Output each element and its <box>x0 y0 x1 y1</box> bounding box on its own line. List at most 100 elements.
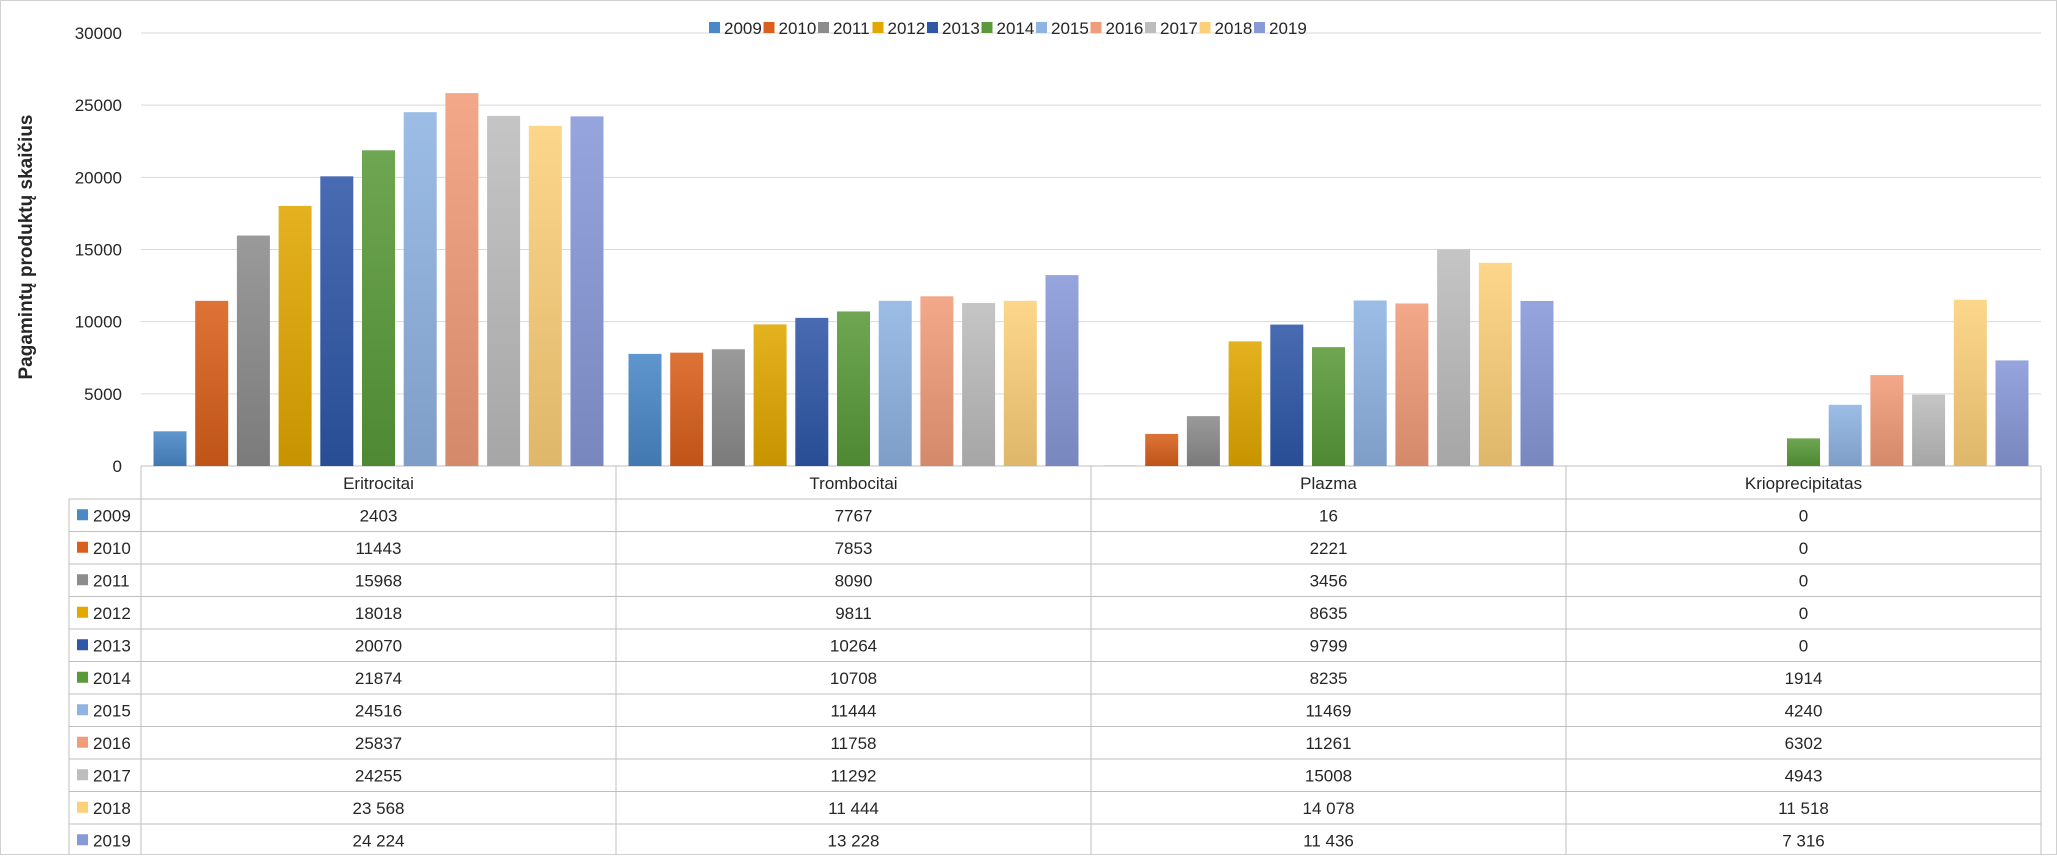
bar <box>404 112 437 466</box>
table-value-cell: 11758 <box>830 734 876 753</box>
legend-label: 2016 <box>1106 19 1144 38</box>
table-value-cell: 11292 <box>830 766 876 785</box>
table-value-cell: 23 568 <box>353 799 405 818</box>
legend-label: 2017 <box>1160 19 1198 38</box>
y-tick-label: 20000 <box>75 168 122 187</box>
table-value-cell: 13 228 <box>828 831 880 850</box>
y-tick-label: 15000 <box>75 241 122 260</box>
table-value-cell: 0 <box>1799 604 1808 623</box>
legend-swatch <box>982 22 993 33</box>
legend-label: 2012 <box>888 19 926 38</box>
bar <box>529 126 562 466</box>
table-value-cell: 11261 <box>1305 734 1351 753</box>
legend-swatch <box>1145 22 1156 33</box>
table-legend-swatch <box>77 509 88 520</box>
bar <box>920 296 953 466</box>
table-value-cell: 11443 <box>355 539 401 558</box>
table-legend-swatch <box>77 769 88 780</box>
table-value-cell: 6302 <box>1785 734 1823 753</box>
table-value-cell: 0 <box>1799 571 1808 590</box>
table-value-cell: 11444 <box>830 701 876 720</box>
table-value-cell: 8090 <box>835 571 873 590</box>
table-row-label: 2016 <box>93 734 131 753</box>
table-value-cell: 20070 <box>355 636 402 655</box>
table-value-cell: 21874 <box>355 669 402 688</box>
bar <box>754 324 787 466</box>
bar <box>1395 303 1428 466</box>
y-tick-label: 5000 <box>84 385 122 404</box>
table-legend-swatch <box>77 607 88 618</box>
table-value-cell: 25837 <box>355 734 402 753</box>
legend-swatch <box>1254 22 1265 33</box>
table-row-label: 2010 <box>93 539 131 558</box>
table-row-label: 2019 <box>93 831 131 850</box>
table-value-cell: 15968 <box>355 571 402 590</box>
bar <box>237 236 270 466</box>
table-value-cell: 16 <box>1319 506 1338 525</box>
legend-swatch <box>1091 22 1102 33</box>
bar <box>571 116 604 466</box>
table-row-label: 2011 <box>93 571 130 590</box>
legend-swatch <box>1036 22 1047 33</box>
table-value-cell: 8635 <box>1310 604 1348 623</box>
legend-label: 2013 <box>942 19 980 38</box>
bar <box>362 150 395 466</box>
legend-label: 2018 <box>1215 19 1253 38</box>
legend-label: 2009 <box>724 19 762 38</box>
bar <box>279 206 312 466</box>
bar <box>1046 275 1079 466</box>
table-value-cell: 7767 <box>835 506 873 525</box>
table-value-cell: 0 <box>1799 636 1808 655</box>
bar <box>1521 301 1554 466</box>
bar <box>879 301 912 466</box>
legend-swatch <box>818 22 829 33</box>
bar <box>1270 325 1303 466</box>
table-value-cell: 11 436 <box>1303 831 1354 850</box>
bar <box>795 318 828 466</box>
y-axis-label: Pagamintų produktų skaičius <box>16 115 37 380</box>
bar <box>1787 438 1820 466</box>
table-value-cell: 11 444 <box>828 799 879 818</box>
table-value-cell: 4943 <box>1785 766 1823 785</box>
table-value-cell: 24516 <box>355 701 402 720</box>
bar <box>629 354 662 466</box>
bar <box>962 303 995 466</box>
y-tick-label: 10000 <box>75 313 122 332</box>
bar <box>1354 300 1387 466</box>
table-value-cell: 9811 <box>835 604 872 623</box>
table-value-cell: 0 <box>1799 539 1808 558</box>
bar <box>1145 434 1178 466</box>
legend-label: 2010 <box>779 19 817 38</box>
table-value-cell: 15008 <box>1305 766 1352 785</box>
y-tick-label: 25000 <box>75 96 122 115</box>
table-value-cell: 8235 <box>1310 669 1348 688</box>
table-value-cell: 2221 <box>1310 539 1348 558</box>
table-legend-swatch <box>77 574 88 585</box>
table-value-cell: 10708 <box>830 669 877 688</box>
bar <box>1479 263 1512 466</box>
bar <box>1004 301 1037 466</box>
legend-label: 2011 <box>833 19 870 38</box>
bar <box>712 349 745 466</box>
table-value-cell: 7 316 <box>1782 831 1825 850</box>
bar <box>1912 395 1945 466</box>
bar <box>1229 341 1262 466</box>
table-value-cell: 0 <box>1799 506 1808 525</box>
table-legend-swatch <box>77 834 88 845</box>
legend-swatch <box>927 22 938 33</box>
table-row-label: 2017 <box>93 766 131 785</box>
table-row-label: 2015 <box>93 701 131 720</box>
table-value-cell: 4240 <box>1785 701 1823 720</box>
table-value-cell: 14 078 <box>1303 799 1355 818</box>
table-value-cell: 24255 <box>355 766 402 785</box>
bar <box>1996 360 2029 466</box>
bar <box>195 301 228 466</box>
table-value-cell: 18018 <box>355 604 402 623</box>
table-value-cell: 9799 <box>1310 636 1348 655</box>
table-row-label: 2013 <box>93 636 131 655</box>
legend-swatch <box>1200 22 1211 33</box>
table-legend-swatch <box>77 737 88 748</box>
table-header-cell: Plazma <box>1300 474 1357 493</box>
